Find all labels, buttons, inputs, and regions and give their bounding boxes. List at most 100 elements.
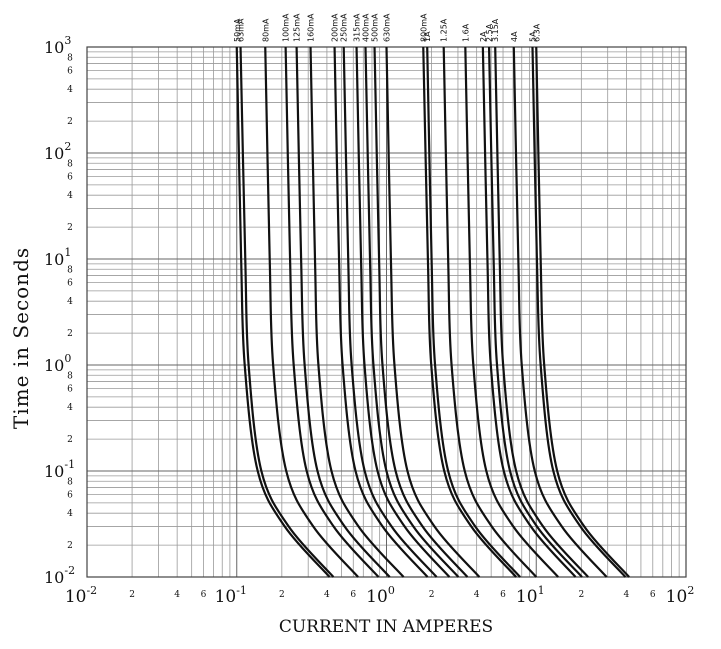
tick-base: 10 [44,568,64,587]
y-minor-tick-label: 2 [67,117,73,127]
series-label: 100mA [282,13,291,42]
tick-base: 10 [516,587,538,607]
tick-base: 10 [44,38,64,57]
tick-exponent: 2 [64,140,71,153]
x-minor-tick-label: 6 [650,590,656,600]
series-label: 6.3A [532,23,541,42]
fuse-curve [426,46,521,578]
series-label: 50mA [233,18,242,42]
series-label: 5A [529,31,538,42]
y-minor-tick-label: 4 [67,509,73,519]
fuse-curve [531,46,627,578]
tick-base: 10 [65,587,87,607]
x-tick-label: 101 [516,584,545,607]
y-minor-tick-label: 6 [67,67,73,77]
y-tick-label: 101 [44,246,71,269]
series-label: 250mA [340,13,349,42]
series-label: 400mA [361,13,370,42]
series-label: 315mA [353,13,362,42]
fuse-curve [264,46,359,578]
x-tick-label: 100 [366,584,395,607]
fuse-curve [373,46,469,578]
tick-base: 10 [215,587,237,607]
fuse-curve [512,46,608,578]
tick-base: 10 [44,356,64,375]
series-label: 2A [479,31,488,42]
tick-exponent: -2 [86,584,97,597]
tick-exponent: 1 [538,584,545,597]
series-label: 1.6A [461,23,470,42]
y-minor-tick-label: 6 [67,385,73,395]
x-minor-tick-label: 4 [474,590,480,600]
x-tick-label: 10-1 [215,584,247,607]
fuse-curve [309,46,405,578]
y-minor-tick-label: 8 [67,265,73,275]
y-minor-tick-label: 8 [67,53,73,63]
series-label: 160mA [307,13,316,42]
series-label: 500mA [371,13,380,42]
series-label: 2.5A [485,23,494,42]
y-minor-tick-label: 6 [67,173,73,183]
x-minor-tick-label: 4 [624,590,630,600]
y-minor-tick-label: 6 [67,279,73,289]
series-label: 63mA [237,18,246,42]
tick-exponent: -2 [64,564,75,577]
fuse-curve [487,46,583,578]
fuse-curve [385,46,481,578]
y-minor-tick-label: 2 [67,329,73,339]
fuse-curve [422,46,517,578]
y-minor-tick-label: 4 [67,403,73,413]
tick-exponent: -1 [236,584,247,597]
y-minor-tick-label: 6 [67,491,73,501]
fuse-curve [464,46,559,578]
x-minor-tick-label: 2 [578,590,584,600]
x-minor-tick-label: 6 [201,590,207,600]
x-minor-tick-label: 4 [324,590,330,600]
y-tick-label: 103 [44,34,71,57]
y-tick-label: 10-2 [44,564,75,587]
series-label: 80mA [261,18,270,42]
fuse-curve [494,46,589,578]
fuse-curve [284,46,380,578]
fuse-curve [333,46,429,578]
tick-exponent: 0 [388,584,395,597]
fuse-curve [442,46,538,578]
series-label: 800mA [419,13,428,42]
tick-base: 10 [666,587,688,607]
y-minor-tick-label: 4 [67,297,73,307]
fuse-curve [239,46,335,578]
x-axis-label: CURRENT IN AMPERES [279,617,493,637]
tick-base: 10 [366,587,388,607]
series-label: 200mA [331,13,340,42]
y-minor-tick-label: 2 [67,541,73,551]
x-minor-tick-label: 6 [350,590,356,600]
x-minor-tick-label: 6 [500,590,506,600]
fuse-curve [364,46,460,578]
fuse-curve [481,46,577,578]
y-tick-label: 10-1 [44,458,75,481]
x-tick-label: 102 [666,584,695,607]
tick-base: 10 [44,462,64,481]
series-label: 125mA [293,13,302,42]
x-tick-label: 10-2 [65,584,97,607]
x-minor-tick-label: 2 [279,590,285,600]
x-minor-tick-label: 2 [129,590,135,600]
tick-exponent: 3 [64,34,71,47]
fuse-curve [355,46,451,578]
tick-exponent: 2 [687,584,694,597]
y-minor-tick-label: 4 [67,85,73,95]
y-minor-tick-label: 2 [67,223,73,233]
series-label: 1.25A [440,18,449,42]
y-tick-label: 102 [44,140,71,163]
x-minor-tick-label: 4 [174,590,180,600]
fuse-curve [535,46,630,578]
y-tick-label: 100 [44,352,71,375]
x-minor-tick-label: 2 [429,590,435,600]
tick-base: 10 [44,250,64,269]
y-axis-label: Time in Seconds [9,247,33,429]
y-minor-tick-label: 4 [67,191,73,201]
tick-base: 10 [44,144,64,163]
fuse-curve [235,46,331,578]
